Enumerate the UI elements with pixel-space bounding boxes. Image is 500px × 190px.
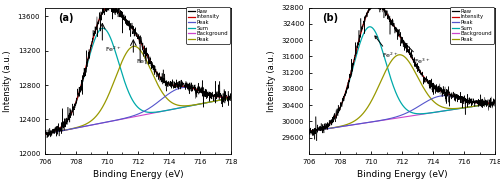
Text: $\mathregular{Fe^{3+}}$: $\mathregular{Fe^{3+}}$ [404, 43, 431, 66]
Text: $\mathregular{Fe^{2+}}$: $\mathregular{Fe^{2+}}$ [375, 36, 398, 60]
X-axis label: Binding Energy (eV): Binding Energy (eV) [92, 170, 184, 179]
X-axis label: Binding Energy (eV): Binding Energy (eV) [356, 170, 448, 179]
Legend: Raw, Intensity, Peak, Sum, Background, Peak: Raw, Intensity, Peak, Sum, Background, P… [186, 7, 230, 44]
Y-axis label: Intensity (a.u.): Intensity (a.u.) [267, 50, 276, 112]
Text: (b): (b) [322, 13, 338, 23]
Y-axis label: Intensity (a.u.): Intensity (a.u.) [3, 50, 12, 112]
Legend: Raw, Intensity, Peak, Sum, Background, Peak: Raw, Intensity, Peak, Sum, Background, P… [450, 7, 494, 44]
Text: $\mathregular{Fe^{2+}}$: $\mathregular{Fe^{2+}}$ [104, 45, 121, 54]
Text: (a): (a) [58, 13, 74, 23]
Text: $\mathregular{Fe^{3+}}$: $\mathregular{Fe^{3+}}$ [136, 57, 152, 66]
